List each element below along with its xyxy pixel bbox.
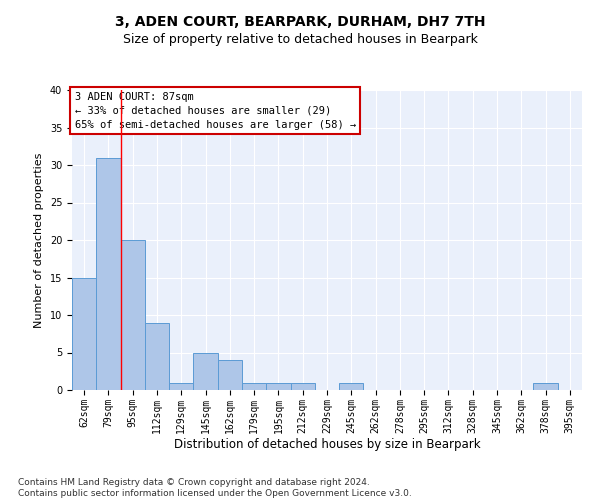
- Bar: [193, 352, 218, 390]
- Bar: [242, 382, 266, 390]
- Bar: [266, 382, 290, 390]
- Bar: [339, 382, 364, 390]
- Text: 3, ADEN COURT, BEARPARK, DURHAM, DH7 7TH: 3, ADEN COURT, BEARPARK, DURHAM, DH7 7TH: [115, 15, 485, 29]
- Bar: [533, 382, 558, 390]
- Text: 3 ADEN COURT: 87sqm
← 33% of detached houses are smaller (29)
65% of semi-detach: 3 ADEN COURT: 87sqm ← 33% of detached ho…: [74, 92, 356, 130]
- Bar: [121, 240, 145, 390]
- Bar: [72, 278, 96, 390]
- Bar: [290, 382, 315, 390]
- Bar: [96, 158, 121, 390]
- X-axis label: Distribution of detached houses by size in Bearpark: Distribution of detached houses by size …: [173, 438, 481, 452]
- Bar: [145, 322, 169, 390]
- Y-axis label: Number of detached properties: Number of detached properties: [34, 152, 44, 328]
- Bar: [218, 360, 242, 390]
- Bar: [169, 382, 193, 390]
- Text: Size of property relative to detached houses in Bearpark: Size of property relative to detached ho…: [122, 32, 478, 46]
- Text: Contains HM Land Registry data © Crown copyright and database right 2024.
Contai: Contains HM Land Registry data © Crown c…: [18, 478, 412, 498]
